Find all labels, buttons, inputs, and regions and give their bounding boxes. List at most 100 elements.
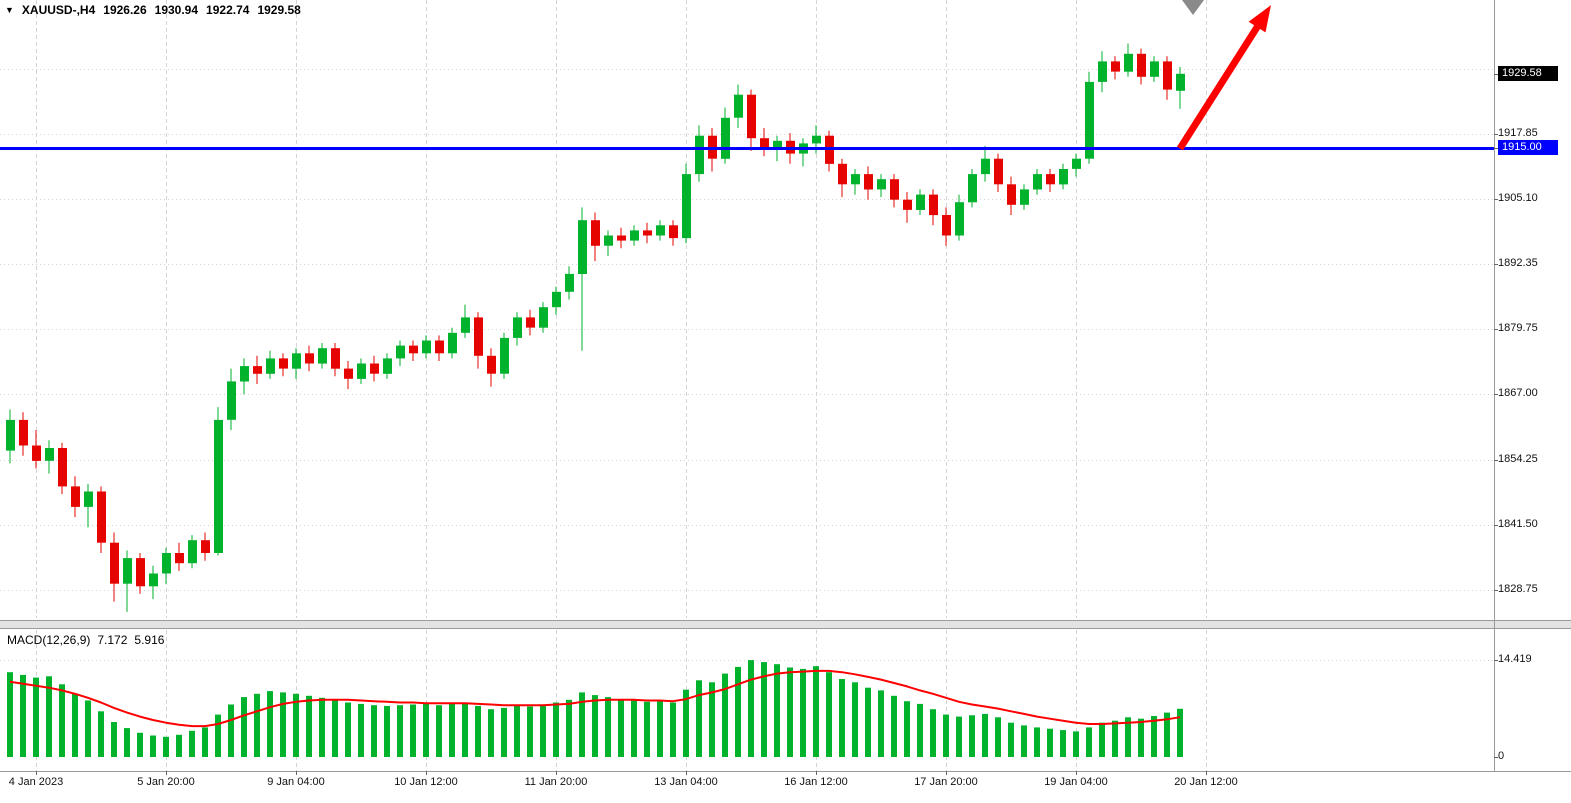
price-axis-label: 1867.00: [1498, 387, 1538, 400]
macd-histogram-bar: [319, 697, 325, 757]
time-axis-label: 10 Jan 12:00: [394, 776, 458, 788]
macd-histogram-bar: [1164, 712, 1170, 757]
candle-body: [396, 345, 405, 359]
macd-histogram-bar: [332, 699, 338, 757]
candle-body: [760, 138, 769, 149]
panel-divider[interactable]: [0, 620, 1571, 629]
candle-body: [227, 381, 236, 420]
price-axis-label: 1854.25: [1498, 452, 1538, 465]
macd-histogram-bar: [735, 666, 741, 757]
price-axis-label: 1879.75: [1498, 321, 1538, 334]
ohlc-high: 1930.94: [154, 3, 199, 17]
candle-body: [526, 317, 535, 328]
candle-body: [903, 199, 912, 210]
candle-body: [1072, 158, 1081, 169]
time-axis[interactable]: 4 Jan 2023 5 Jan 20:00 9 Jan 04:00 10 Jan 1…: [0, 774, 1571, 803]
candle-body: [1176, 73, 1185, 91]
candle-body: [1137, 53, 1146, 77]
macd-histogram-bar: [618, 699, 624, 757]
macd-histogram-bar: [137, 732, 143, 757]
macd-histogram-bar: [254, 693, 260, 757]
candle-body: [266, 358, 275, 374]
macd-histogram-bar: [371, 705, 377, 757]
macd-histogram-bar: [475, 705, 481, 757]
candle-body: [383, 358, 392, 374]
macd-layer: [7, 660, 1183, 757]
macd-histogram-bar: [1112, 720, 1118, 757]
macd-axis-label: 14.419: [1498, 653, 1532, 665]
macd-histogram-bar: [462, 702, 468, 757]
candle-body: [955, 202, 964, 236]
macd-histogram-bar: [1060, 730, 1066, 757]
candle-body: [45, 448, 54, 461]
macd-histogram-bar: [514, 705, 520, 757]
candle-body: [838, 163, 847, 185]
candle-body: [305, 353, 314, 364]
candle-body: [812, 135, 821, 144]
candle-body: [448, 332, 457, 354]
candle-body: [942, 215, 951, 236]
macd-histogram-bar: [1073, 731, 1079, 757]
candle-body: [994, 158, 1003, 185]
macd-histogram-bar: [579, 692, 585, 757]
macd-histogram-bar: [865, 687, 871, 757]
macd-histogram-bar: [1086, 727, 1092, 757]
price-axis-label: 1917.85: [1498, 126, 1538, 139]
macd-histogram-bar: [72, 693, 78, 757]
trend-arrow[interactable]: [1177, 5, 1271, 151]
symbol-timeframe-label: XAUUSD-,H4: [21, 3, 96, 17]
macd-histogram-bar: [917, 703, 923, 757]
macd-histogram-bar: [540, 705, 546, 757]
candle-body: [422, 340, 431, 354]
macd-signal-line: [9, 669, 1181, 728]
candle-body: [123, 558, 132, 584]
candle-body: [539, 307, 548, 328]
macd-histogram-bar: [59, 684, 65, 757]
macd-histogram-bar: [306, 695, 312, 757]
macd-histogram-bar: [1177, 708, 1183, 757]
candle-body: [929, 194, 938, 216]
macd-histogram-bar: [488, 709, 494, 757]
macd-histogram-bar: [995, 717, 1001, 757]
collapse-icon[interactable]: ▼: [5, 5, 14, 15]
macd-histogram-bar: [774, 664, 780, 757]
price-axis-label: 1841.50: [1498, 517, 1538, 530]
candle-body: [136, 558, 145, 587]
macd-histogram-bar: [85, 700, 91, 757]
candle-body: [643, 230, 652, 236]
time-axis-label: 5 Jan 20:00: [137, 776, 195, 788]
macd-histogram-bar: [33, 677, 39, 757]
candle-body: [864, 174, 873, 190]
macd-histogram-bar: [345, 702, 351, 757]
candle-body: [1085, 81, 1094, 159]
candle-body: [279, 358, 288, 369]
macd-main-value: 7.172: [97, 633, 128, 647]
candle-body: [916, 194, 925, 210]
macd-histogram-bar: [501, 707, 507, 757]
macd-histogram-bar: [930, 709, 936, 757]
candle-body: [370, 363, 379, 374]
macd-histogram-bar: [644, 701, 650, 757]
macd-histogram-bar: [566, 699, 572, 757]
macd-histogram-bar: [527, 706, 533, 757]
macd-histogram-bar: [1138, 718, 1144, 757]
candle-body: [1020, 189, 1029, 205]
candle-body: [175, 553, 184, 564]
macd-histogram-bar: [163, 736, 169, 757]
price-axis[interactable]: 1929.58 1917.85 1915.00 1905.10 1892.35 1879.…: [1496, 0, 1570, 771]
candle-body: [656, 225, 665, 236]
bid-price-badge: 1929.58: [1498, 65, 1558, 81]
candle-body: [552, 291, 561, 308]
macd-histogram-bar: [46, 676, 52, 757]
candle-body: [1150, 61, 1159, 77]
macd-histogram-bar: [878, 690, 884, 757]
candle-body: [149, 573, 158, 587]
time-axis-label: 11 Jan 20:00: [524, 776, 588, 788]
macd-histogram-bar: [215, 714, 221, 757]
macd-histogram-bar: [969, 715, 975, 757]
macd-axis-label: 0: [1498, 750, 1505, 762]
candle-body: [968, 174, 977, 203]
time-axis-label: 17 Jan 20:00: [914, 776, 978, 788]
macd-histogram-bar: [1034, 727, 1040, 757]
